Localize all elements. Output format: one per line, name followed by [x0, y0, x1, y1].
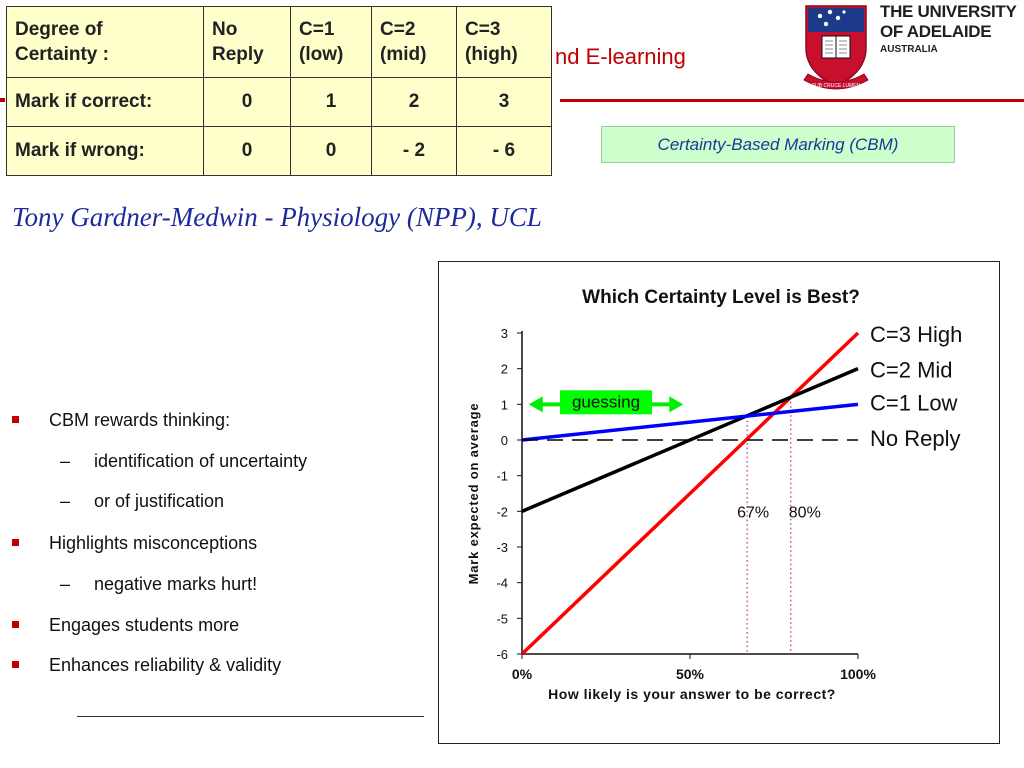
certainty-table: Degree of Certainty : No Reply C=1 (low)…	[6, 6, 552, 176]
author-line: Tony Gardner-Medwin - Physiology (NPP), …	[12, 202, 542, 232]
chart-frame	[438, 261, 1000, 744]
chart-title: Which Certainty Level is Best?	[582, 287, 860, 308]
sub-bullet-item: – or of justification	[60, 491, 225, 512]
sub-bullet-text: negative marks hurt!	[94, 574, 258, 594]
table-header-text: Reply	[212, 44, 264, 65]
y-tick-label: -3	[496, 540, 508, 555]
x-tick-label: 0%	[512, 666, 533, 682]
cbm-label-box: Certainty-Based Marking (CBM)	[601, 126, 955, 163]
table-header-text: (high)	[465, 44, 518, 65]
y-tick-label: -1	[496, 469, 508, 484]
bullet-text: Engages students more	[49, 615, 240, 635]
logo-line-1: THE UNIVERSITY	[880, 2, 1017, 21]
legend-label: C=1 Low	[870, 390, 958, 415]
table-row-label: Mark if correct:	[6, 77, 204, 127]
y-axis-label: Mark expected on average	[466, 403, 481, 585]
y-tick-label: -2	[496, 504, 508, 519]
table-header-text: Degree of	[15, 19, 103, 40]
series-line	[520, 331, 860, 656]
table-cell: 1	[290, 77, 372, 127]
threshold-label: 80%	[789, 504, 821, 521]
bullet-square-icon	[12, 539, 19, 546]
header-title: nd E-learning	[555, 44, 686, 69]
y-tick-label: -6	[496, 647, 508, 662]
bullet-item: Enhances reliability & validity	[12, 655, 282, 676]
y-tick-label: 1	[501, 397, 508, 412]
dash-icon: –	[60, 451, 71, 471]
bullet-text: Enhances reliability & validity	[49, 655, 282, 675]
guessing-label: guessing	[572, 392, 640, 411]
bullet-text: CBM rewards thinking:	[49, 410, 231, 430]
table-header-text: No	[212, 19, 238, 40]
y-tick-label: 3	[501, 326, 508, 341]
legend-label: C=3 High	[870, 322, 962, 347]
x-tick-label: 50%	[676, 666, 705, 682]
guessing-label-box	[560, 390, 652, 415]
logo-motto: SUB CRUCE LUMEN	[812, 83, 861, 89]
y-tick-label: 2	[501, 362, 508, 377]
threshold-label: 67%	[737, 504, 769, 521]
bullet-square-icon	[12, 416, 19, 423]
table-header-text: Certainty :	[15, 44, 109, 65]
bullet-item: CBM rewards thinking:	[12, 410, 231, 431]
table-cell: - 6	[456, 126, 552, 176]
cbm-label: Certainty-Based Marking (CBM)	[657, 135, 899, 154]
table-cell: 2	[371, 77, 457, 127]
university-crest-icon: SUB CRUCE LUMEN	[803, 5, 869, 90]
table-header-text: C=3	[465, 19, 501, 40]
table-cell: 0	[203, 126, 291, 176]
table-header-row: Degree of Certainty : No Reply C=1 (low)…	[6, 6, 552, 78]
sub-bullet-item: – negative marks hurt!	[60, 574, 258, 595]
legend-label: No Reply	[870, 426, 960, 451]
guessing-arrow-right-icon	[669, 396, 684, 413]
bullet-text: Highlights misconceptions	[49, 533, 258, 553]
sub-bullet-item: – identification of uncertainty	[60, 451, 308, 472]
x-axis-label: How likely is your answer to be correct?	[548, 686, 836, 702]
bullet-square-icon	[12, 621, 19, 628]
table-cell: 3	[456, 77, 552, 127]
table-cell: - 2	[371, 126, 457, 176]
table-cell: 0	[290, 126, 372, 176]
sub-bullet-text: identification of uncertainty	[94, 451, 308, 471]
dash-icon: –	[60, 574, 71, 594]
bullet-item: Engages students more	[12, 615, 240, 636]
table-header-cell: C=1 (low)	[290, 6, 372, 78]
bullet-item: Highlights misconceptions	[12, 533, 258, 554]
table-cell: 0	[203, 77, 291, 127]
x-tick-label: 100%	[840, 666, 876, 682]
logo-line-2: OF ADELAIDE	[880, 22, 992, 41]
table-header-cell: Degree of Certainty :	[6, 6, 204, 78]
bullet-square-icon	[12, 661, 19, 668]
legend-label: C=2 Mid	[870, 358, 953, 383]
table-header-text: C=1	[299, 19, 335, 40]
series-line	[521, 402, 859, 442]
y-tick-label: -5	[496, 611, 508, 626]
header-rule	[560, 99, 1024, 102]
series-line	[521, 367, 859, 513]
dash-icon: –	[60, 491, 71, 511]
university-logo: SUB CRUCE LUMEN THE UNIVERSITY OF ADELAI…	[800, 2, 1017, 97]
logo-line-3: AUSTRALIA	[880, 44, 938, 55]
table-header-cell: No Reply	[203, 6, 291, 78]
table-header-cell: C=3 (high)	[456, 6, 552, 78]
sub-bullet-text: or of justification	[94, 491, 225, 511]
table-header-text: (mid)	[380, 44, 427, 65]
table-header-text: C=2	[380, 19, 416, 40]
footer-rule	[77, 716, 424, 717]
y-tick-label: 0	[501, 433, 508, 448]
table-header-cell: C=2 (mid)	[371, 6, 457, 78]
certainty-chart: Which Certainty Level is Best? -6 -5 -4 -3 -2…	[466, 287, 962, 702]
guessing-arrow-left-icon	[528, 396, 543, 413]
y-tick-label: -4	[496, 576, 508, 591]
table-header-text: (low)	[299, 44, 344, 65]
header-rule-stub	[0, 98, 5, 102]
table-row-wrong: Mark if wrong: 0 0 - 2 - 6	[6, 126, 552, 176]
table-row-label: Mark if wrong:	[6, 126, 204, 176]
table-row-correct: Mark if correct: 0 1 2 3	[6, 77, 552, 127]
